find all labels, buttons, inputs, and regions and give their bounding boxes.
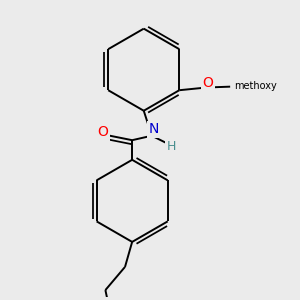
Text: methoxy: methoxy	[234, 81, 277, 91]
Text: O: O	[202, 76, 213, 90]
Text: O: O	[97, 125, 108, 139]
Text: N: N	[148, 122, 159, 136]
Text: H: H	[167, 140, 176, 153]
